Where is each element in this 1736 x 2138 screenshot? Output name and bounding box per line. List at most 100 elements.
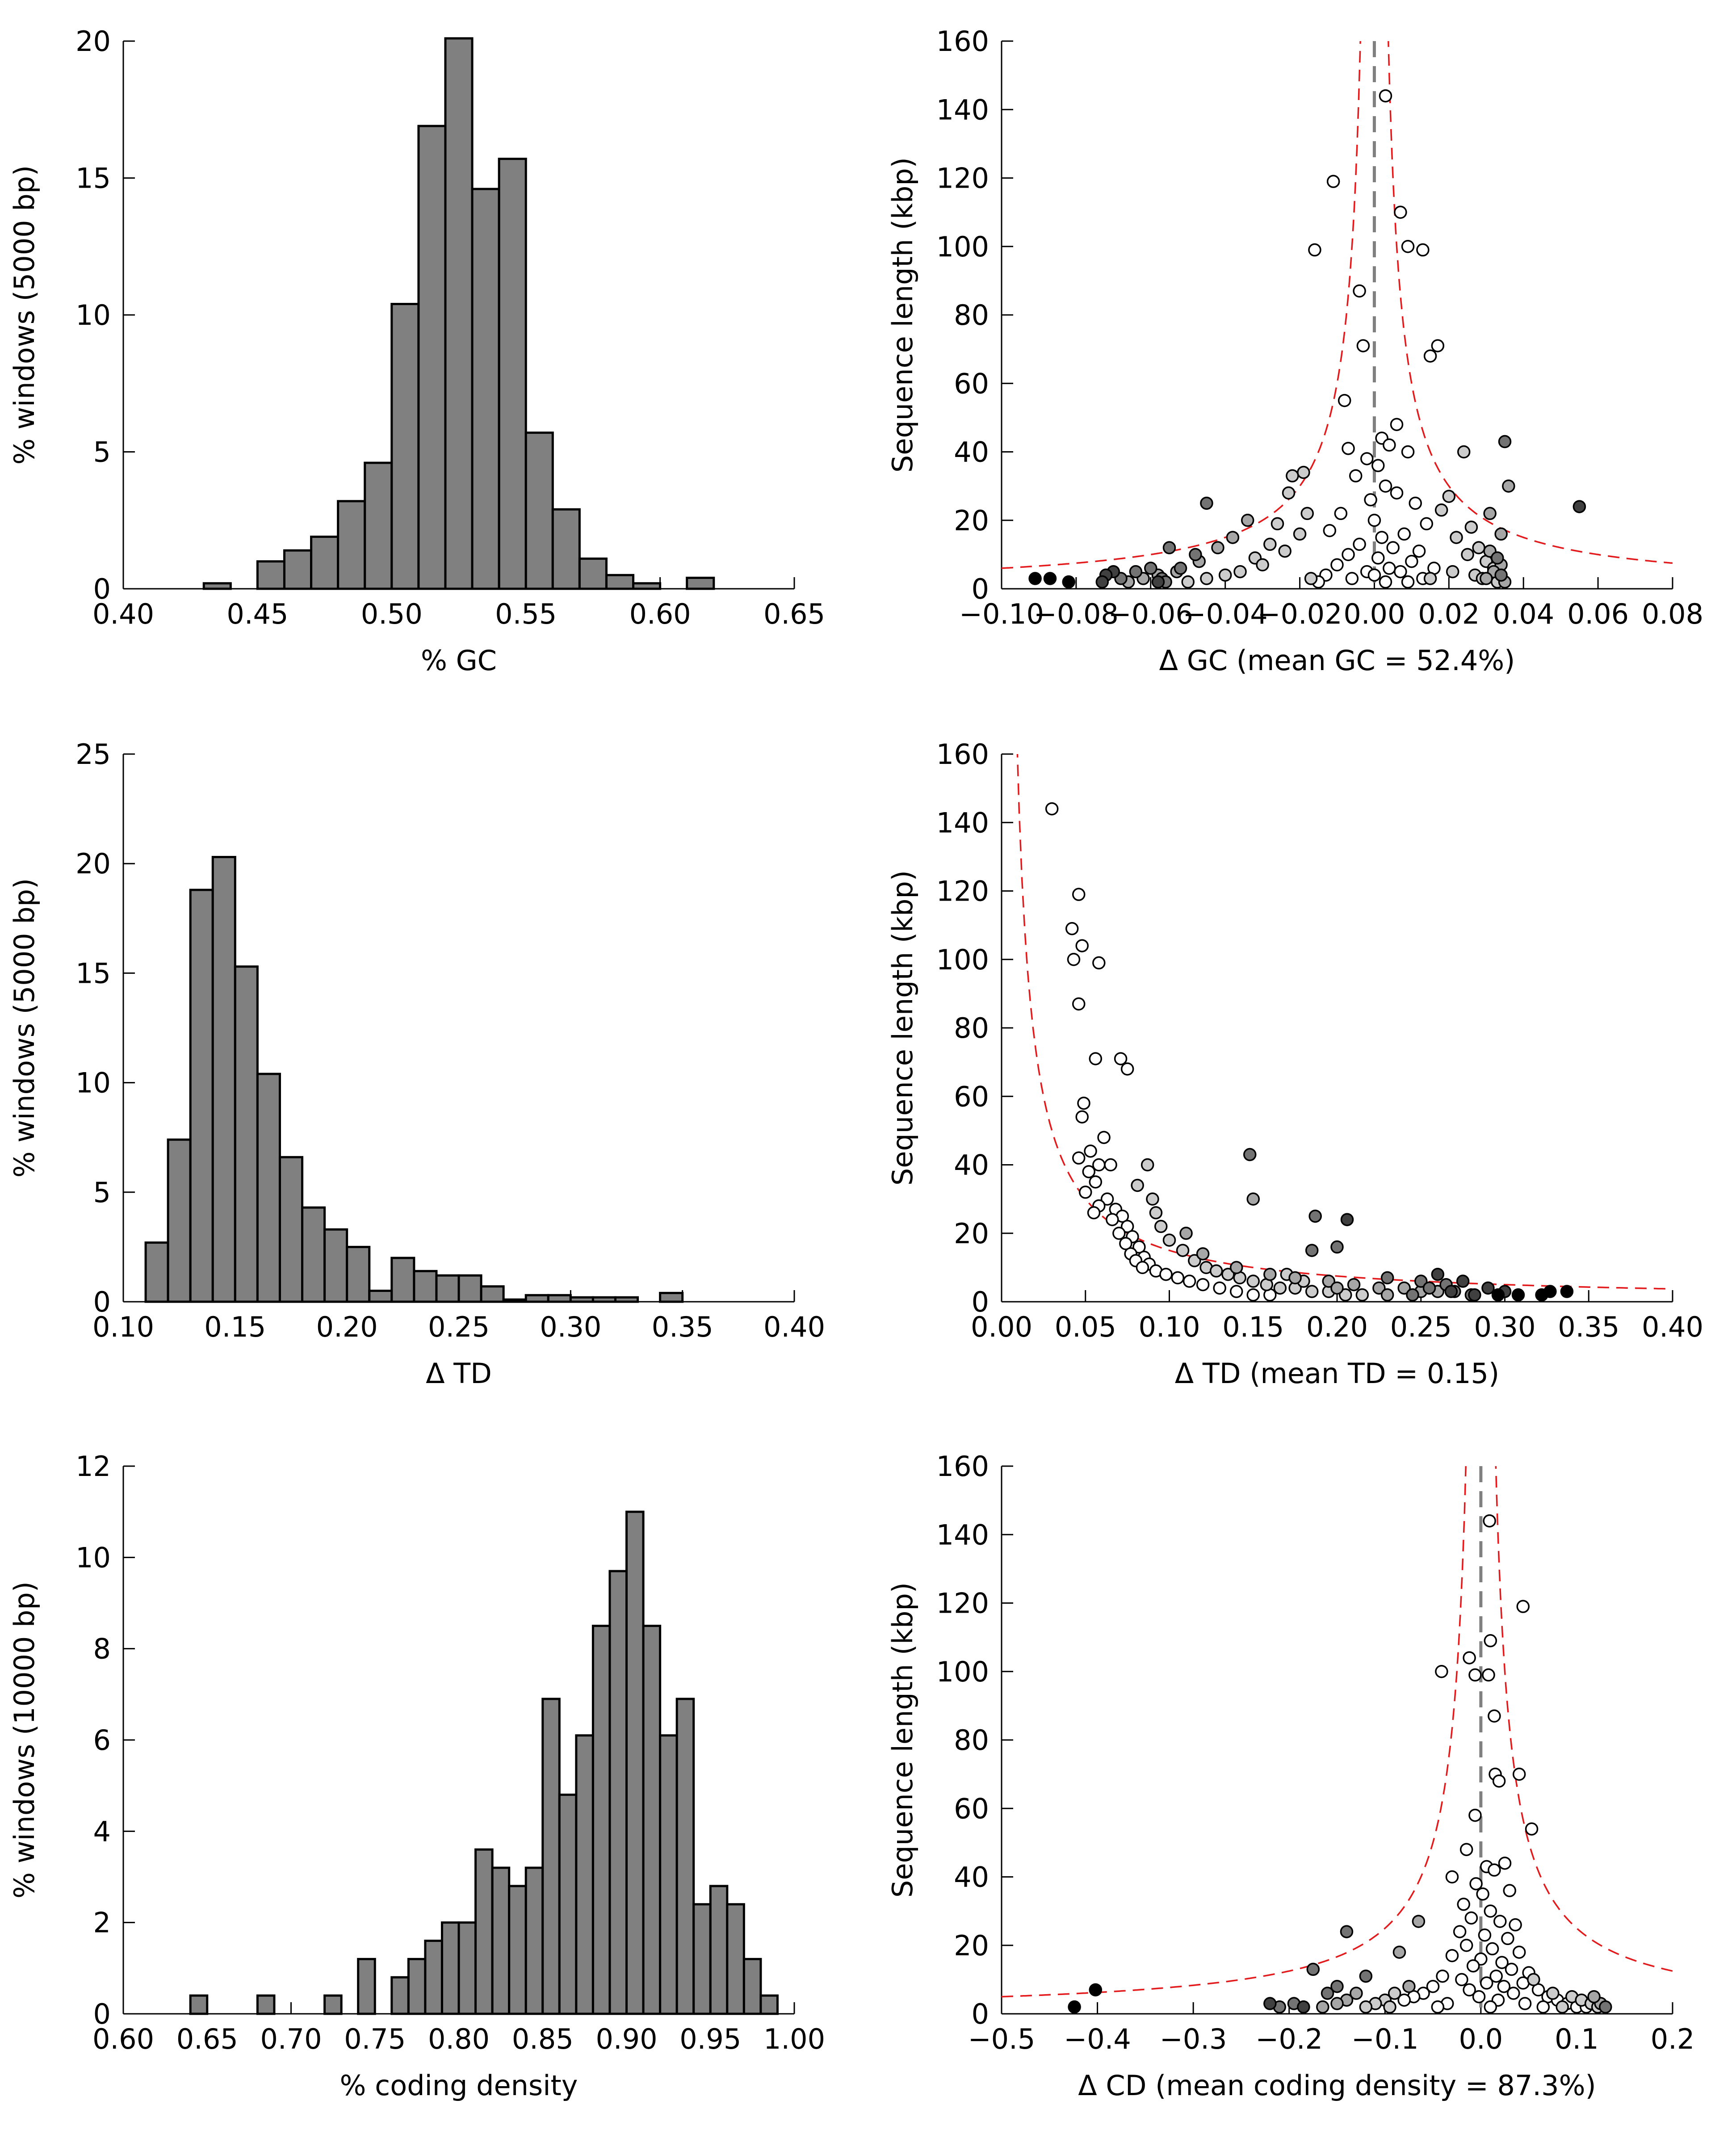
scatter-point: [1459, 1939, 1473, 1952]
scatter-point: [1485, 1942, 1499, 1956]
x-axis-label: Δ GC (mean GC = 52.4%): [1159, 644, 1515, 677]
x-tick-label: 0.02: [1418, 598, 1480, 630]
scatter-point: [1445, 1870, 1459, 1884]
scatter-point: [1436, 1969, 1449, 1983]
histogram-bar: [632, 582, 662, 590]
scatter-point: [1516, 1600, 1530, 1613]
scatter-point: [1321, 1987, 1334, 2000]
scatter-point: [1340, 1213, 1354, 1226]
histogram-bar: [675, 1698, 695, 2015]
y-tick-label: 20: [75, 847, 111, 880]
x-tick-label: −0.1: [1351, 2023, 1419, 2055]
scatter-plot-area: [1016, 754, 1673, 1302]
scatter-point: [1149, 1206, 1163, 1220]
y-tick-label: 100: [936, 1656, 989, 1688]
x-tick-label: 0.30: [540, 1311, 601, 1343]
y-tick-label: 40: [954, 436, 989, 469]
scatter-point: [1112, 1227, 1126, 1240]
histogram-bar: [471, 188, 500, 590]
scatter-point: [1154, 1220, 1168, 1233]
scatter-plot-area: [1002, 1466, 1673, 2014]
y-tick-label: 25: [75, 738, 111, 771]
scatter-point: [1463, 1983, 1476, 1997]
scatter-point: [1028, 572, 1042, 585]
histogram-bar: [614, 1296, 639, 1303]
scatter-point: [1390, 418, 1404, 431]
scatter-point: [1114, 1052, 1128, 1065]
scatter-point: [1211, 541, 1224, 554]
histogram-bar: [167, 1138, 192, 1303]
x-tick-label: −0.06: [1108, 598, 1193, 630]
x-tick-label: 0.80: [428, 2023, 490, 2055]
x-tick-label: 0.35: [652, 1311, 713, 1343]
scatter-point: [1468, 1288, 1481, 1302]
histogram-bar: [558, 1794, 578, 2015]
x-axis-label: % coding density: [340, 2069, 578, 2102]
y-tick-label: 60: [954, 1080, 989, 1113]
scatter-point: [1502, 479, 1515, 493]
scatter-point: [1572, 500, 1586, 513]
x-tick-label: 0.40: [763, 1311, 825, 1343]
scatter-point: [1246, 1192, 1260, 1206]
y-axis-label: % windows (5000 bp): [8, 165, 41, 465]
y-tick-label: 80: [954, 299, 989, 331]
scatter-point: [1067, 953, 1081, 966]
histogram-bar: [742, 1958, 762, 2015]
scatter-point: [1278, 544, 1292, 558]
scatter-point: [1406, 1288, 1419, 1302]
scatter-point: [1412, 1915, 1426, 1928]
histogram-bar: [608, 1570, 628, 2015]
x-tick-label: 0.1: [1555, 2023, 1599, 2055]
histogram-bars: [202, 37, 715, 590]
scatter-point: [1144, 562, 1157, 575]
x-tick-label: −0.3: [1160, 2023, 1227, 2055]
histogram-bar: [502, 1298, 527, 1303]
scatter-point: [1518, 1997, 1532, 2010]
scatter-point: [1484, 2000, 1497, 2014]
scatter-point: [1431, 1267, 1445, 1281]
scatter-point: [1481, 1281, 1495, 1295]
scatter-point: [1401, 445, 1415, 459]
scatter-point: [1120, 1062, 1134, 1076]
y-axis-label: % windows (5000 bp): [8, 878, 41, 1178]
scatter-point: [1340, 1925, 1354, 1938]
histogram-bar: [508, 1885, 527, 2015]
scatter-point: [1468, 1668, 1482, 1682]
histogram-bar: [202, 582, 232, 590]
scatter-point: [1246, 1288, 1260, 1302]
y-tick-label: 4: [93, 1815, 111, 1848]
scatter-point: [1162, 1233, 1176, 1247]
y-tick-label: 0: [93, 1998, 111, 2030]
histogram-bar: [575, 1734, 594, 2015]
histogram-bar: [551, 508, 581, 590]
td-histogram-panel: 0.10 0.15 0.20 0.25 0.30 0.35 0.40 0 5 10 15 20 25 Δ …: [8, 738, 825, 1390]
scatter-point: [1379, 575, 1392, 589]
scatter-point: [1392, 1945, 1406, 1959]
td-scatter-panel: 0.00 0.05 0.10 0.15 0.20 0.25 0.30 0.35 0.40 0 20 4…: [886, 738, 1703, 1390]
scatter-point: [1131, 1178, 1144, 1192]
scatter-point: [1511, 1288, 1525, 1302]
scatter-point: [1330, 1997, 1344, 2010]
scatter-point: [1226, 531, 1240, 544]
histogram-bar: [524, 432, 554, 590]
scatter-point: [1495, 1956, 1509, 1969]
scatter-point: [1509, 1918, 1522, 1932]
scatter-point: [1401, 240, 1415, 253]
histogram-bar: [642, 1625, 662, 2015]
histogram-bar: [357, 1958, 376, 2015]
scatter-point: [1229, 1285, 1243, 1298]
scatter-point: [1221, 1267, 1235, 1281]
scatter-point: [1472, 541, 1485, 554]
scatter-point: [1372, 1281, 1386, 1295]
histogram-bar: [310, 536, 340, 590]
scatter-point: [1233, 565, 1247, 579]
scatter-point: [1072, 1151, 1086, 1165]
histogram-bar: [578, 558, 608, 590]
x-tick-label: 0.35: [1558, 1311, 1619, 1343]
histogram-bar: [256, 1073, 281, 1303]
x-tick-label: 0.55: [495, 598, 557, 630]
x-tick-label: 0.0: [1459, 2023, 1503, 2055]
y-tick-label: 140: [936, 1518, 989, 1551]
y-tick-label: 12: [75, 1450, 111, 1483]
histogram-bar: [524, 1866, 544, 2015]
